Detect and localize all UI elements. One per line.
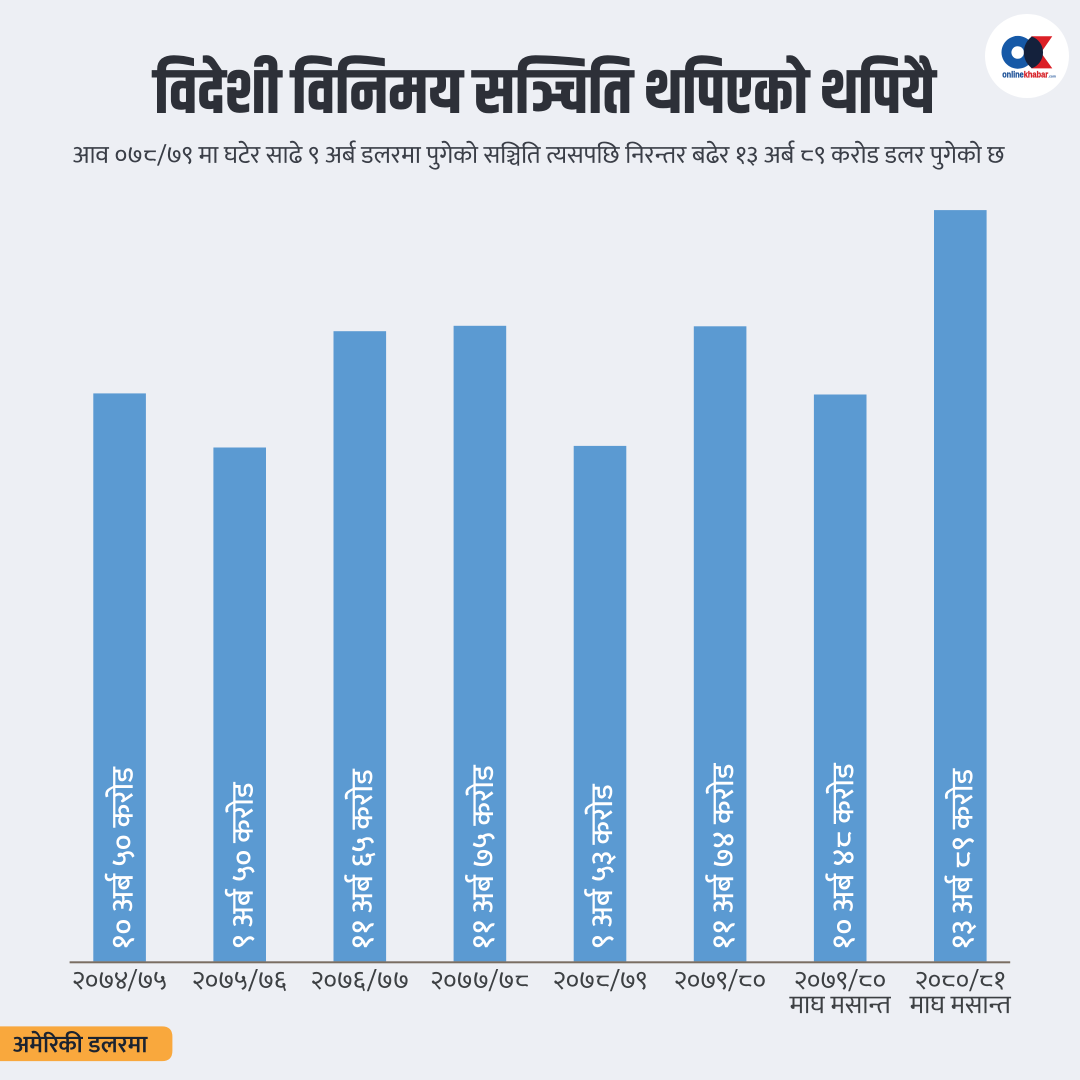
svg-text:onlinekhabar.com: onlinekhabar.com bbox=[1002, 69, 1056, 79]
